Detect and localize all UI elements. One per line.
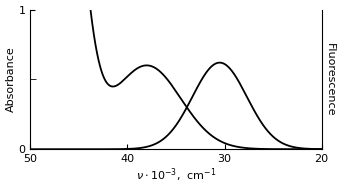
X-axis label: $\nu\cdot10^{-3}$,  cm$^{-1}$: $\nu\cdot10^{-3}$, cm$^{-1}$ (136, 167, 216, 184)
Y-axis label: Fluorescence: Fluorescence (324, 43, 335, 116)
Y-axis label: Absorbance: Absorbance (5, 47, 16, 112)
